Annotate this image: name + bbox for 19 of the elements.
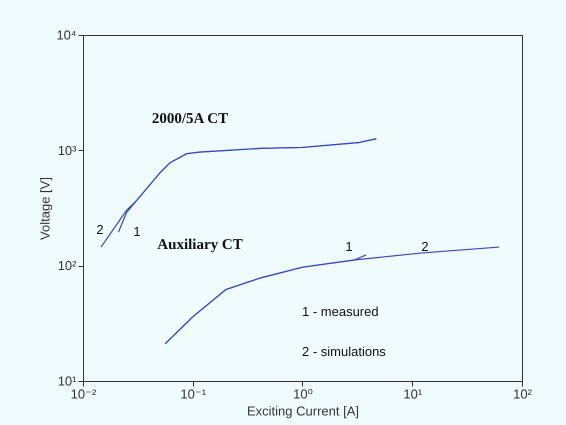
y-tick-label: 10³ (58, 142, 78, 158)
x-tick-label: 10⁻¹ (180, 386, 207, 402)
annotation: 1 (133, 224, 141, 239)
y-tick-label: 10¹ (58, 374, 78, 388)
annotation: 1 - measured (302, 304, 379, 319)
annotation: 2000/5A CT (152, 111, 228, 127)
annotation: 2 - simulations (302, 344, 386, 359)
x-tick-label: 10² (513, 386, 533, 402)
y-tick-label: 10² (58, 258, 78, 274)
y-axis-title: Voltage [V] (37, 177, 52, 240)
x-tick-label: 10¹ (403, 386, 423, 402)
annotation: 2 (96, 222, 104, 237)
annotation: 2 (421, 239, 429, 254)
x-tick-label: 10⁰ (293, 386, 313, 402)
x-axis-title: Exciting Current [A] (247, 404, 359, 418)
annotation: Auxiliary CT (157, 237, 243, 253)
x-tick-label: 10⁻² (70, 386, 97, 402)
y-tick-label: 10⁴ (56, 28, 76, 42)
annotation: 1 (345, 239, 353, 254)
